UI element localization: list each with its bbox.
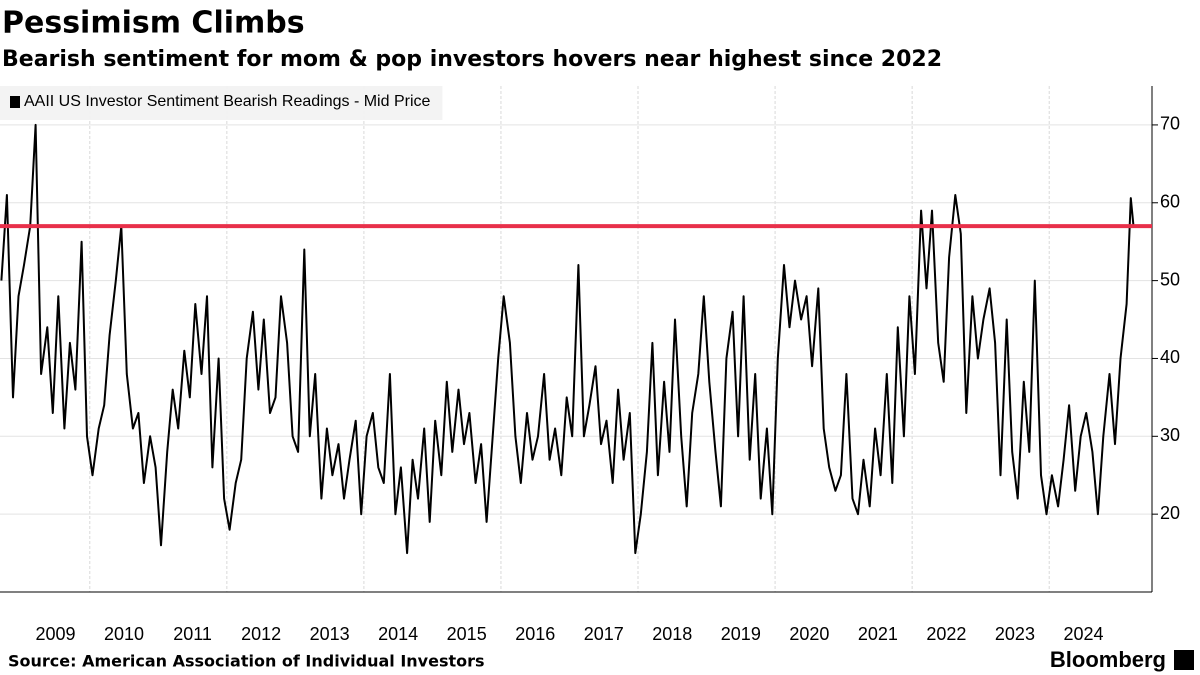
x-tick-label: 2017 [584,624,624,644]
source: Source: American Association of Individu… [8,652,485,671]
x-tick-label: 2012 [241,624,281,644]
x-tick-label: 2009 [35,624,75,644]
y-tick-label: 40 [1160,347,1180,367]
series-line [0,123,1135,555]
x-tick-label: 2024 [1063,624,1103,644]
x-tick-label: 2013 [310,624,350,644]
x-tick-label: 2010 [104,624,144,644]
y-tick-label: 60 [1160,192,1180,212]
x-tick-label: 2016 [515,624,555,644]
x-tick-label: 2015 [447,624,487,644]
brand-icon [1174,650,1194,670]
legend-background [0,86,443,120]
x-tick-label: 2020 [789,624,829,644]
x-tick-label: 2023 [995,624,1035,644]
x-tick-label: 2014 [378,624,418,644]
y-tick-label: 20 [1160,503,1180,523]
legend-label: AAII US Investor Sentiment Bearish Readi… [24,93,430,110]
y-tick-label: 70 [1160,114,1180,134]
brand: Bloomberg [1050,647,1166,672]
legend: AAII US Investor Sentiment Bearish Readi… [0,86,443,120]
chart-subtitle: Bearish sentiment for mom & pop investor… [2,47,942,72]
y-tick-label: 30 [1160,425,1180,445]
y-tick-label: 50 [1160,269,1180,289]
chart-title: Pessimism Climbs [2,6,305,41]
x-tick-label: 2011 [173,624,212,644]
x-tick-label: 2019 [721,624,761,644]
x-tick-label: 2021 [858,624,898,644]
x-tick-label: 2018 [652,624,692,644]
legend-swatch [10,96,20,108]
x-tick-label: 2022 [926,624,966,644]
